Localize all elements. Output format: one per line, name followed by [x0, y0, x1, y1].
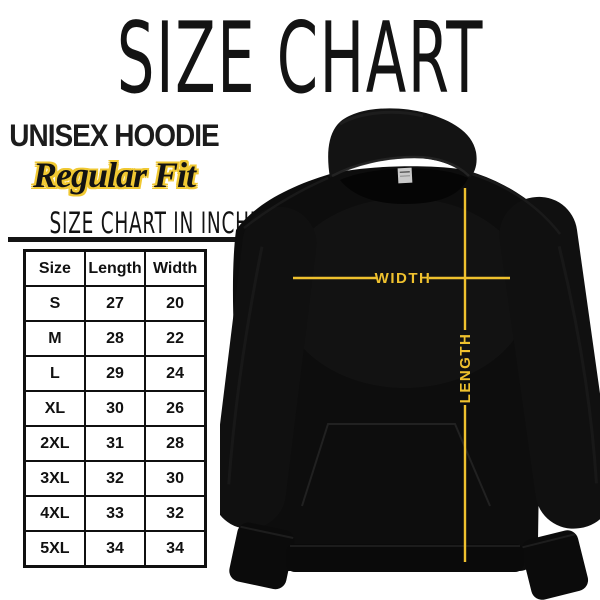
product-name: UNISEX HOODIE	[9, 118, 219, 153]
cell-length: 28	[83, 320, 147, 357]
cell-size: 3XL	[23, 460, 86, 497]
table-row: 4XL 33 32	[23, 495, 207, 532]
cell-width: 26	[144, 390, 207, 427]
cell-length: 32	[83, 460, 147, 497]
shoulder-seam-left	[243, 176, 329, 229]
table-row: XL 30 26	[23, 390, 207, 427]
cell-width: 34	[144, 530, 207, 568]
cell-size: 5XL	[23, 530, 86, 568]
length-label: LENGTH	[457, 333, 474, 404]
left-sleeve	[211, 206, 317, 529]
hoodie-diagram: WIDTH LENGTH	[211, 108, 600, 600]
cell-length: 34	[83, 530, 147, 568]
cell-length: 30	[83, 390, 147, 427]
cell-width: 28	[144, 425, 207, 462]
chest-highlight	[280, 198, 530, 388]
cell-size: XL	[23, 390, 86, 427]
size-table-header-row: Size Length Width	[23, 249, 207, 287]
width-measure: WIDTH	[293, 270, 510, 287]
hoodie-figure: WIDTH LENGTH	[211, 108, 600, 600]
info-column: UNISEX HOODIE Regular Fit SIZE CHART IN …	[8, 118, 317, 242]
cell-size: 2XL	[23, 425, 86, 462]
right-cuff	[521, 530, 589, 600]
left-cuff	[229, 522, 295, 590]
cell-size: L	[23, 355, 86, 392]
width-label: WIDTH	[375, 270, 432, 287]
size-table: Size Length Width S 27 20 M 28 22 L 29 2…	[23, 249, 207, 568]
shoulder-seam-right	[471, 172, 561, 235]
length-measure: LENGTH	[457, 188, 474, 562]
hood-rim	[331, 155, 470, 178]
table-row: 3XL 32 30	[23, 460, 207, 497]
fit-label: Regular Fit	[32, 155, 196, 195]
cell-size: M	[23, 320, 86, 357]
table-row: 2XL 31 28	[23, 425, 207, 462]
cell-size: S	[23, 285, 86, 322]
cell-size: 4XL	[23, 495, 86, 532]
cell-width: 30	[144, 460, 207, 497]
col-header-length: Length	[83, 249, 147, 287]
neck-opening	[340, 168, 468, 204]
page-title: SIZE CHART	[0, 2, 600, 116]
cell-width: 22	[144, 320, 207, 357]
hem-band	[286, 544, 524, 572]
table-row: 5XL 34 34	[23, 530, 207, 568]
col-header-width: Width	[144, 249, 207, 287]
table-row: M 28 22	[23, 320, 207, 357]
cell-width: 24	[144, 355, 207, 392]
table-row: S 27 20	[23, 285, 207, 322]
neck-tag	[397, 167, 413, 184]
kangaroo-pocket	[301, 423, 491, 507]
right-sleeve	[499, 196, 600, 529]
page-title-text: SIZE CHART	[116, 2, 484, 116]
cell-length: 33	[83, 495, 147, 532]
cell-length: 31	[83, 425, 147, 462]
cell-width: 20	[144, 285, 207, 322]
cell-width: 32	[144, 495, 207, 532]
cell-length: 29	[83, 355, 147, 392]
table-row: L 29 24	[23, 355, 207, 392]
cell-length: 27	[83, 285, 147, 322]
col-header-size: Size	[23, 249, 86, 287]
hood-highlight	[339, 110, 424, 126]
